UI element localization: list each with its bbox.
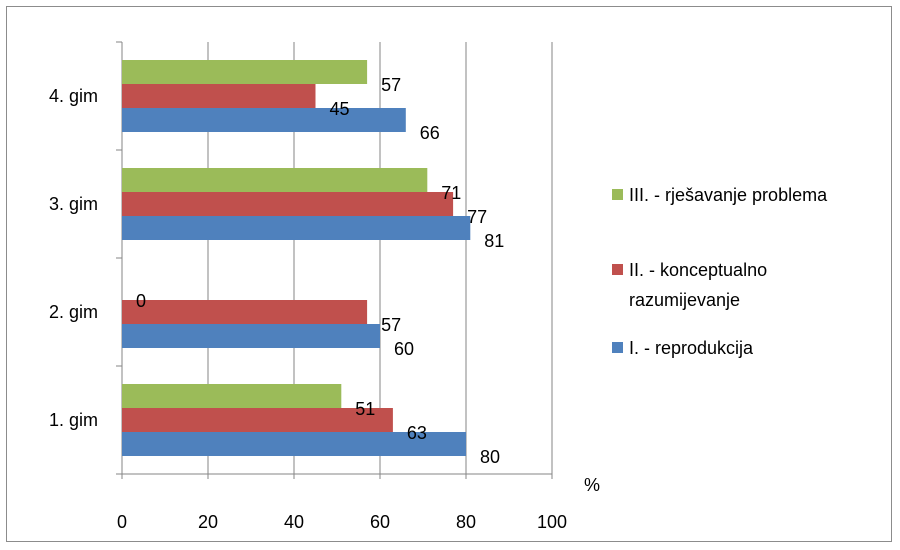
- data-label: 63: [407, 423, 427, 443]
- category-label: 4. gim: [49, 86, 98, 106]
- data-label: 51: [355, 399, 375, 419]
- bar: [122, 192, 454, 216]
- x-unit-label: %: [584, 475, 600, 495]
- data-label: 57: [381, 315, 401, 335]
- bar: [122, 60, 368, 84]
- data-label: 66: [420, 123, 440, 143]
- data-label: 77: [467, 207, 487, 227]
- category-label: 3. gim: [49, 194, 98, 214]
- legend-swatch: [612, 342, 623, 353]
- x-tick-label: 60: [370, 512, 390, 532]
- bar: [122, 108, 406, 132]
- data-label: 80: [480, 447, 500, 467]
- x-tick-label: 20: [198, 512, 218, 532]
- bar: [122, 216, 471, 240]
- bar: [122, 168, 428, 192]
- legend-swatch: [612, 264, 623, 275]
- bar: [122, 408, 393, 432]
- x-tick-label: 40: [284, 512, 304, 532]
- legend-label: II. - konceptualno: [629, 260, 767, 280]
- data-label: 71: [441, 183, 461, 203]
- legend-label: III. - rješavanje problema: [629, 185, 828, 205]
- data-label: 0: [136, 291, 146, 311]
- x-tick-label: 0: [117, 512, 127, 532]
- x-tick-label: 80: [456, 512, 476, 532]
- data-label: 57: [381, 75, 401, 95]
- bar: [122, 384, 342, 408]
- data-label: 81: [484, 231, 504, 251]
- data-label: 45: [330, 99, 350, 119]
- x-tick-label: 100: [537, 512, 567, 532]
- legend-label: I. - reprodukcija: [629, 338, 754, 358]
- legend-label: razumijevanje: [629, 290, 740, 310]
- bar: [122, 324, 380, 348]
- legend-swatch: [612, 189, 623, 200]
- bar: [122, 300, 368, 324]
- bar: [122, 84, 316, 108]
- data-label: 60: [394, 339, 414, 359]
- category-label: 1. gim: [49, 410, 98, 430]
- category-label: 2. gim: [49, 302, 98, 322]
- bar: [122, 432, 466, 456]
